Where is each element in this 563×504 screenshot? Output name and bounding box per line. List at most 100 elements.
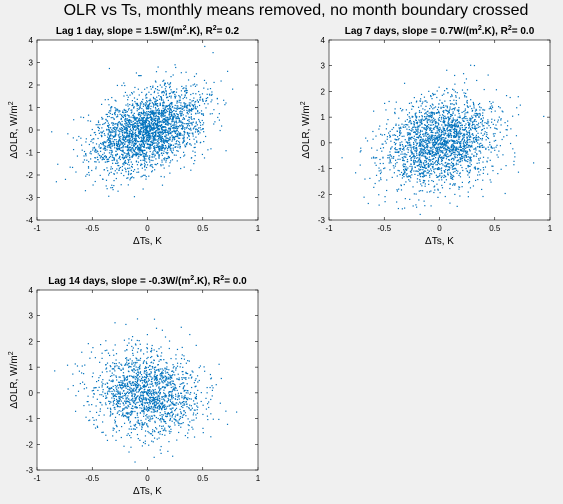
scatter-point	[411, 168, 413, 170]
scatter-point	[145, 176, 147, 178]
scatter-point	[413, 126, 415, 128]
scatter-point	[129, 140, 131, 143]
scatter-point	[425, 167, 427, 170]
scatter-point	[166, 105, 168, 108]
scatter-point	[183, 87, 185, 89]
scatter-point	[449, 113, 452, 116]
scatter-point	[437, 160, 440, 162]
scatter-point	[114, 112, 116, 114]
scatter-point	[140, 164, 142, 167]
scatter-point	[165, 118, 167, 120]
y-tick-label: -4	[26, 216, 34, 225]
scatter-point	[408, 179, 410, 181]
scatter-point	[122, 155, 124, 157]
scatter-point	[163, 126, 165, 128]
scatter-point	[413, 120, 415, 123]
scatter-point	[181, 108, 183, 110]
scatter-point	[175, 135, 177, 138]
scatter-point	[112, 135, 115, 138]
scatter-point	[150, 126, 153, 128]
scatter-point	[97, 124, 99, 126]
scatter-point	[475, 108, 477, 110]
scatter-point	[461, 111, 463, 114]
scatter-point	[182, 127, 184, 129]
scatter-point	[430, 95, 432, 97]
scatter-point	[417, 127, 419, 129]
scatter-point	[411, 151, 413, 153]
scatter-point	[462, 135, 464, 137]
scatter-point	[443, 121, 445, 123]
scatter-point	[115, 353, 118, 355]
scatter-point	[482, 156, 485, 158]
scatter-point	[441, 150, 443, 152]
scatter-point	[147, 133, 149, 135]
scatter-point	[419, 173, 421, 175]
scatter-point	[124, 127, 126, 129]
scatter-point	[495, 127, 497, 130]
scatter-point	[413, 124, 415, 126]
scatter-point	[148, 124, 151, 127]
scatter-point	[473, 114, 475, 116]
scatter-point	[440, 134, 442, 137]
scatter-point	[180, 167, 182, 170]
scatter-point	[449, 108, 451, 110]
scatter-point	[400, 153, 402, 155]
scatter-point	[454, 150, 456, 152]
scatter-panel-3: Lag 14 days, slope = -0.3W/(m2.K), R2= 0…	[8, 275, 261, 497]
scatter-point	[451, 94, 453, 96]
scatter-point	[121, 84, 123, 87]
scatter-point	[458, 153, 460, 155]
scatter-point	[176, 118, 178, 120]
scatter-point	[161, 123, 163, 126]
scatter-point	[428, 137, 430, 140]
scatter-point	[117, 122, 119, 124]
scatter-point	[478, 146, 480, 148]
scatter-point	[455, 153, 457, 156]
scatter-point	[467, 159, 469, 161]
scatter-point	[123, 95, 125, 97]
scatter-point	[98, 132, 100, 134]
scatter-point	[440, 143, 442, 145]
scatter-point	[157, 120, 159, 122]
scatter-point	[373, 157, 375, 159]
scatter-point	[157, 137, 160, 140]
scatter-point	[162, 140, 164, 142]
scatter-point	[484, 131, 486, 133]
scatter-point	[145, 117, 148, 119]
scatter-point	[489, 179, 491, 181]
scatter-point	[453, 89, 455, 91]
scatter-point	[141, 140, 144, 143]
scatter-point	[203, 79, 206, 82]
scatter-point	[117, 148, 119, 150]
scatter-point	[434, 106, 437, 108]
scatter-point	[506, 125, 509, 127]
scatter-point	[106, 113, 108, 116]
scatter-point	[482, 166, 484, 169]
scatter-point	[466, 131, 468, 133]
scatter-point	[409, 143, 411, 145]
scatter-point	[467, 106, 469, 108]
scatter-point	[143, 142, 145, 144]
scatter-point	[394, 147, 397, 149]
scatter-point	[427, 153, 429, 155]
scatter-point	[450, 145, 452, 147]
scatter-point	[107, 170, 109, 172]
scatter-point	[134, 86, 136, 89]
scatter-point	[440, 131, 442, 133]
scatter-point	[459, 133, 461, 135]
scatter-point	[148, 175, 150, 177]
scatter-point	[451, 178, 453, 180]
scatter-point	[102, 144, 104, 146]
scatter-point	[454, 119, 456, 121]
scatter-point	[159, 103, 161, 105]
scatter-point	[434, 140, 436, 142]
scatter-point	[441, 137, 443, 139]
scatter-point	[125, 168, 127, 171]
scatter-point	[415, 133, 417, 135]
scatter-point	[185, 71, 187, 73]
scatter-point	[450, 133, 452, 135]
scatter-point	[198, 379, 200, 382]
scatter-point	[405, 166, 407, 168]
scatter-point	[443, 143, 446, 145]
scatter-point	[134, 131, 137, 133]
